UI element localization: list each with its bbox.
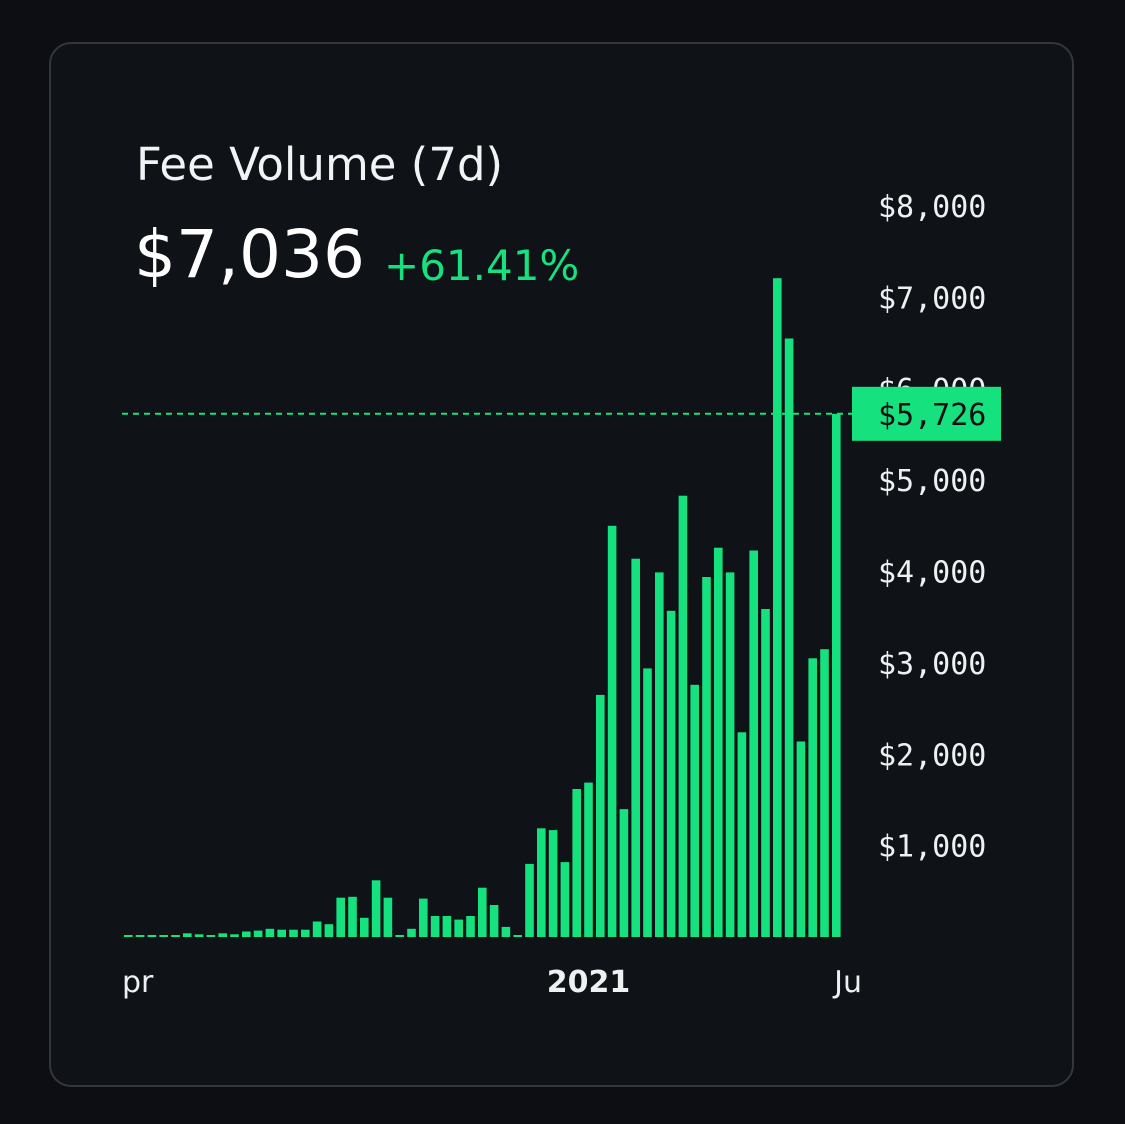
bar[interactable] (631, 558, 640, 937)
bar[interactable] (124, 935, 133, 937)
bar[interactable] (289, 929, 298, 937)
change-percent: +61.41% (384, 241, 580, 290)
bar[interactable] (478, 887, 487, 937)
bar[interactable] (537, 828, 546, 937)
bar[interactable] (324, 924, 334, 937)
y-tick-label: $3,000 (878, 647, 986, 682)
bar[interactable] (442, 916, 452, 937)
bar[interactable] (183, 933, 192, 937)
bar[interactable] (796, 741, 806, 938)
bar[interactable] (784, 338, 794, 938)
bar[interactable] (371, 880, 381, 937)
bar[interactable] (702, 577, 711, 937)
bar[interactable] (383, 897, 393, 937)
bar[interactable] (525, 863, 534, 937)
bar[interactable] (714, 547, 723, 937)
bar[interactable] (572, 789, 581, 937)
bar[interactable] (548, 830, 558, 937)
bar[interactable] (218, 933, 227, 937)
bar[interactable] (596, 694, 605, 937)
y-tick-label: $2,000 (878, 738, 986, 773)
y-tick-label: $8,000 (878, 190, 986, 225)
x-tick-label: 2021 (547, 965, 631, 1000)
y-axis-ticks: $1,000$2,000$3,000$4,000$5,000$6,000$7,0… (878, 190, 986, 865)
bar[interactable] (749, 550, 758, 938)
chart-title: Fee Volume (7d) (136, 138, 504, 191)
bar[interactable] (171, 935, 180, 937)
bar[interactable] (301, 929, 310, 937)
y-tick-label: $1,000 (878, 830, 986, 865)
bar[interactable] (584, 782, 593, 937)
bar[interactable] (832, 413, 841, 937)
x-axis-ticks: pr 2021 Ju (122, 965, 862, 1000)
y-tick-label: $4,000 (878, 556, 986, 591)
bar[interactable] (501, 926, 511, 937)
bar[interactable] (265, 928, 275, 937)
last-value-badge (852, 386, 1001, 441)
bar[interactable] (666, 610, 676, 937)
bar[interactable] (430, 916, 440, 937)
bar[interactable] (395, 935, 404, 937)
bar[interactable] (454, 919, 463, 937)
bar[interactable] (643, 668, 652, 937)
bar[interactable] (773, 278, 782, 937)
bar[interactable] (253, 930, 263, 937)
bar[interactable] (466, 916, 475, 937)
bar[interactable] (147, 935, 157, 937)
bar[interactable] (360, 917, 369, 937)
x-tick-label: pr (122, 965, 154, 1000)
bar[interactable] (419, 898, 428, 937)
bar[interactable] (135, 935, 145, 937)
bar[interactable] (194, 934, 204, 937)
bar[interactable] (619, 809, 629, 937)
bar[interactable] (230, 934, 239, 937)
bar[interactable] (348, 896, 357, 937)
bar[interactable] (242, 931, 251, 938)
bar[interactable] (607, 525, 617, 937)
bar[interactable] (407, 928, 416, 937)
bar[interactable] (277, 929, 286, 937)
bar[interactable] (725, 572, 735, 937)
last-value-label: $5,726 (878, 398, 986, 433)
headline-value: $7,036 (134, 216, 365, 293)
bar[interactable] (808, 658, 817, 937)
bar[interactable] (761, 609, 770, 937)
bar[interactable] (560, 862, 570, 937)
bar[interactable] (336, 897, 345, 937)
bar[interactable] (489, 905, 499, 937)
y-tick-label: $7,000 (878, 281, 986, 316)
bar[interactable] (820, 649, 829, 937)
bar[interactable] (159, 935, 168, 937)
bar[interactable] (513, 935, 522, 937)
bar[interactable] (206, 935, 216, 937)
bar[interactable] (690, 684, 699, 937)
bars-group (124, 278, 841, 937)
bar[interactable] (655, 572, 664, 937)
bar[interactable] (312, 921, 322, 938)
bar[interactable] (737, 732, 747, 937)
bar[interactable] (678, 495, 688, 937)
y-tick-label: $5,000 (878, 464, 986, 499)
x-tick-label: Ju (832, 965, 862, 1000)
